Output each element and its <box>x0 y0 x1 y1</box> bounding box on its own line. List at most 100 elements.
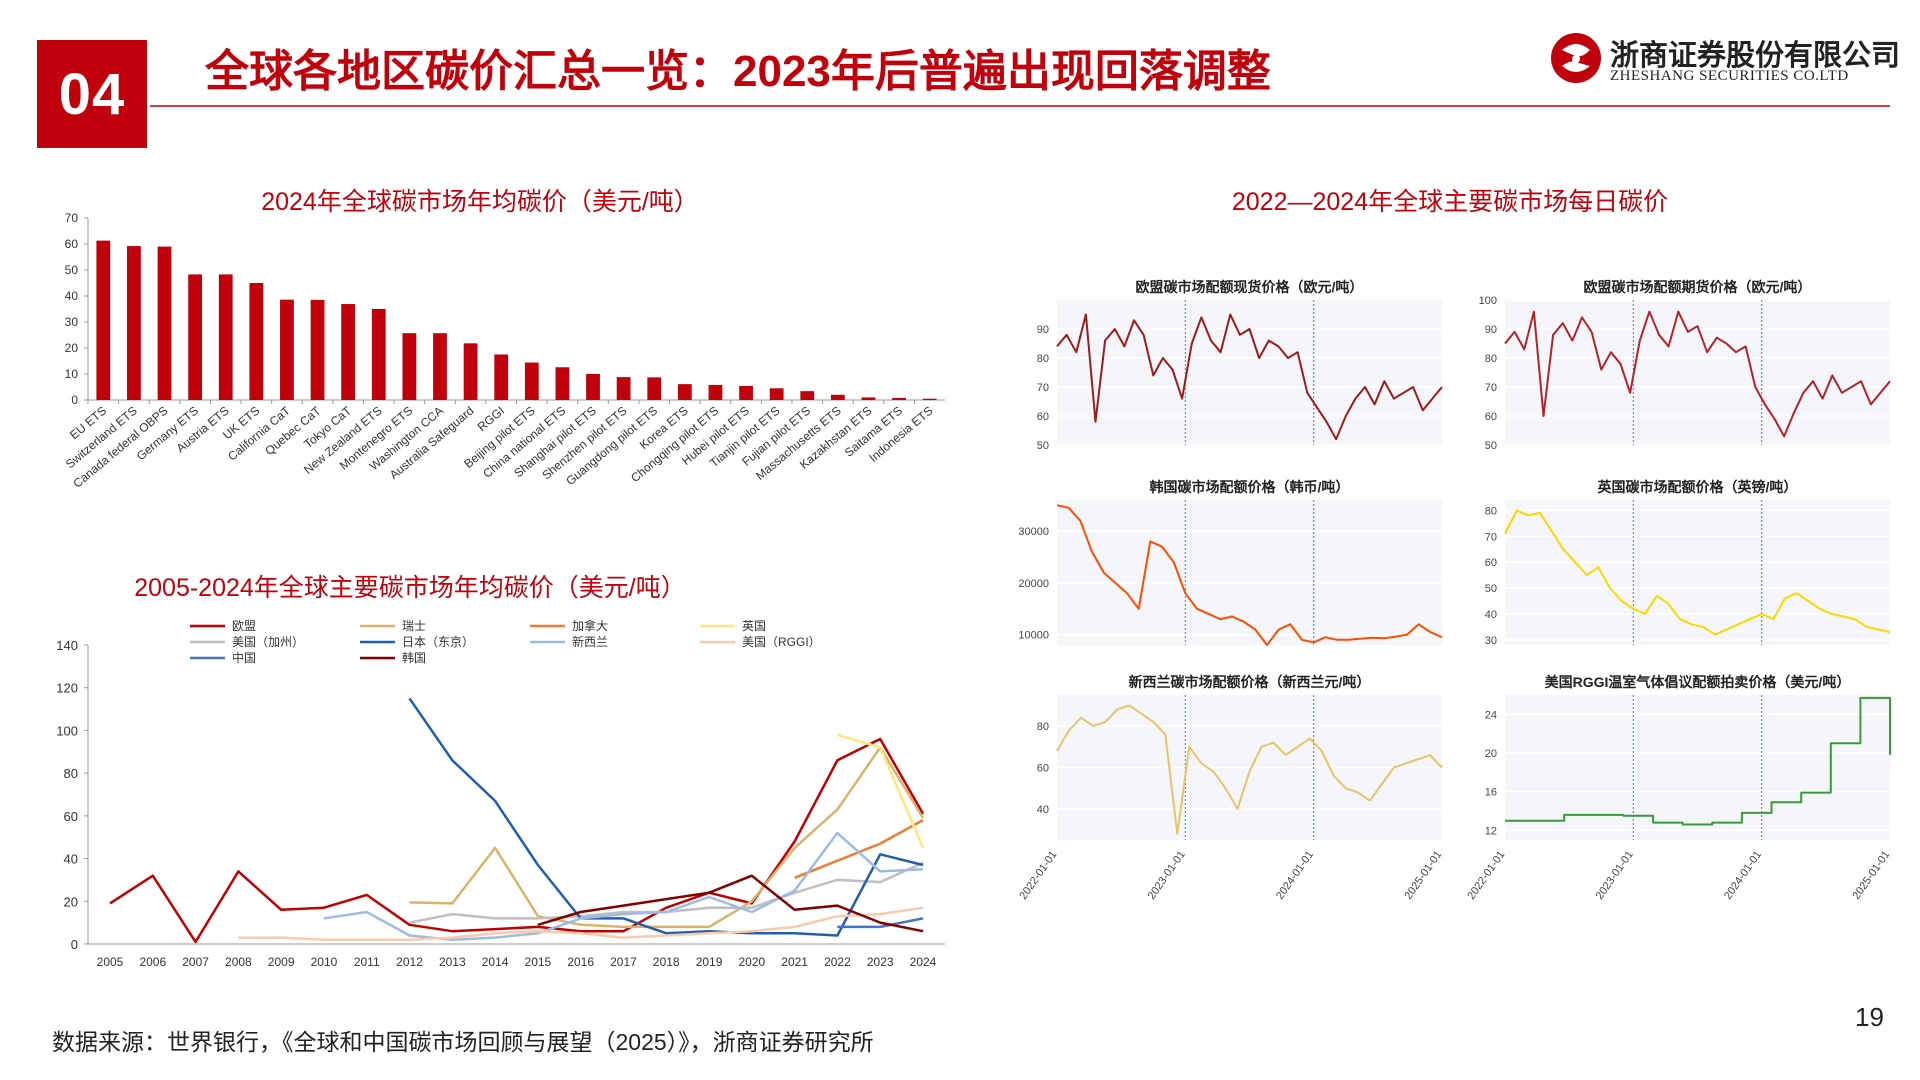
legend-label: 加拿大 <box>572 620 608 633</box>
panel-y-tick-label: 70 <box>1037 382 1049 394</box>
panel-background <box>1505 695 1890 840</box>
panel-y-tick-label: 70 <box>1485 531 1497 543</box>
panel-series-line <box>1504 509 1891 636</box>
bar-y-tick-label: 70 <box>65 211 79 225</box>
panel-y-tick-label: 20000 <box>1018 578 1049 590</box>
panel-title: 英国碳市场配额价格（英镑/吨） <box>1597 479 1798 495</box>
series-line <box>238 906 924 941</box>
bar-chart-title: 2024年全球碳市场年均碳价（美元/吨） <box>261 188 699 216</box>
panel-x-tick-label: 2022-01-01 <box>1017 849 1059 902</box>
panel-y-tick-label: 70 <box>1485 382 1497 394</box>
panel-y-tick-label: 40 <box>1485 609 1497 621</box>
legend-label: 瑞士 <box>402 620 426 633</box>
bar <box>892 397 906 400</box>
panel-series-line <box>1504 310 1891 438</box>
series-line <box>323 831 924 941</box>
bar-y-tick-label: 60 <box>65 237 79 251</box>
page-number: 19 <box>1855 1002 1884 1032</box>
bar <box>647 377 662 400</box>
panel-x-tick-label: 2023-01-01 <box>1146 849 1188 902</box>
line-x-tick-label: 2022 <box>824 955 851 969</box>
bar <box>708 384 723 400</box>
bar <box>218 274 233 400</box>
panel-y-tick-label: 80 <box>1037 353 1049 365</box>
legend-label: 美国（RGGI） <box>742 635 821 649</box>
panel-y-tick-label: 60 <box>1485 557 1497 569</box>
series-line <box>409 746 925 929</box>
bar <box>861 397 876 400</box>
bar <box>127 246 141 400</box>
panel-y-tick-label: 80 <box>1485 353 1497 365</box>
panel-y-tick-label: 90 <box>1485 324 1497 336</box>
company-logo: 浙商证券股份有限公司 ZHESHANG SECURITIES CO.LTD <box>1548 30 1900 90</box>
line-x-tick-label: 2018 <box>653 955 680 969</box>
line-x-tick-label: 2007 <box>182 955 209 969</box>
bar <box>494 354 509 400</box>
line-x-tick-label: 2024 <box>910 955 937 969</box>
panel-x-tick-label: 2024-01-01 <box>1722 849 1764 902</box>
header-divider <box>150 105 1890 107</box>
line-x-tick-label: 2013 <box>439 955 466 969</box>
logo-english-name: ZHESHANG SECURITIES CO.LTD <box>1610 68 1849 84</box>
panel-y-tick-label: 60 <box>1037 763 1049 775</box>
line-x-tick-label: 2014 <box>482 955 509 969</box>
panel-x-tick-label: 2024-01-01 <box>1274 849 1316 902</box>
bar <box>188 274 203 400</box>
bar-y-tick-label: 10 <box>65 367 79 381</box>
panel-y-tick-label: 40 <box>1037 804 1049 816</box>
panel-y-tick-label: 100 <box>1479 295 1497 307</box>
line-x-tick-label: 2012 <box>396 955 423 969</box>
line-x-tick-label: 2006 <box>139 955 166 969</box>
bar <box>310 299 325 400</box>
series-line <box>837 733 925 849</box>
line-y-tick-label: 120 <box>56 681 78 696</box>
panel-title: 韩国碳市场配额价格（韩币/吨） <box>1150 479 1350 495</box>
line-y-tick-label: 20 <box>64 894 78 909</box>
line-x-tick-label: 2005 <box>97 955 124 969</box>
panel-y-tick-label: 20 <box>1485 748 1497 760</box>
line-x-tick-label: 2017 <box>610 955 637 969</box>
panel-x-tick-label: 2025-01-01 <box>1850 849 1892 902</box>
bar <box>830 394 845 400</box>
panel-background <box>1505 500 1890 645</box>
line-x-tick-label: 2010 <box>311 955 338 969</box>
bar <box>341 304 356 400</box>
line-y-tick-label: 60 <box>64 809 78 824</box>
bar <box>280 299 294 400</box>
legend-label: 中国 <box>232 650 256 665</box>
bar-y-tick-label: 20 <box>65 341 79 355</box>
line-x-tick-label: 2009 <box>268 955 295 969</box>
panel-y-tick-label: 60 <box>1485 411 1497 423</box>
panel-series-line <box>1056 704 1443 835</box>
legend-label: 美国（加州） <box>232 635 304 649</box>
bar-y-tick-label: 40 <box>65 289 79 303</box>
panel-background <box>1057 500 1442 645</box>
bar <box>739 385 753 400</box>
bar <box>769 388 784 400</box>
panel-series-line <box>1056 504 1443 646</box>
panel-title: 新西兰碳市场配额价格（新西兰元/吨） <box>1129 674 1371 690</box>
panel-series-line <box>1505 696 1891 826</box>
section-number-badge: 04 <box>37 40 147 148</box>
panel-y-tick-label: 50 <box>1485 440 1497 452</box>
legend-label: 欧盟 <box>232 620 256 633</box>
line-x-tick-label: 2021 <box>781 955 808 969</box>
series-line <box>409 861 924 924</box>
bar-y-tick-label: 50 <box>65 263 79 277</box>
panel-y-tick-label: 60 <box>1037 411 1049 423</box>
line-x-tick-label: 2008 <box>225 955 252 969</box>
line-x-tick-label: 2016 <box>567 955 594 969</box>
panel-title: 欧盟碳市场配额期货价格（欧元/吨） <box>1584 279 1812 295</box>
panel-x-tick-label: 2023-01-01 <box>1594 849 1636 902</box>
panel-x-tick-label: 2022-01-01 <box>1465 849 1507 902</box>
panel-y-tick-label: 30000 <box>1018 526 1049 538</box>
panel-series-line <box>1056 313 1443 441</box>
page-title: 全球各地区碳价汇总一览：2023年后普遍出现回落调整 <box>205 47 1271 96</box>
panel-y-tick-label: 80 <box>1485 505 1497 517</box>
zheshang-logo-icon <box>1551 33 1601 83</box>
line-x-tick-label: 2011 <box>354 955 380 969</box>
line-x-tick-label: 2015 <box>525 955 552 969</box>
line-chart-2005-2024: 0 20 40 60 80 100 120 140 2005 2006 2007 2008 2009 20… <box>56 620 945 969</box>
bar <box>524 362 539 400</box>
panel-x-tick-label: 2025-01-01 <box>1402 849 1444 902</box>
